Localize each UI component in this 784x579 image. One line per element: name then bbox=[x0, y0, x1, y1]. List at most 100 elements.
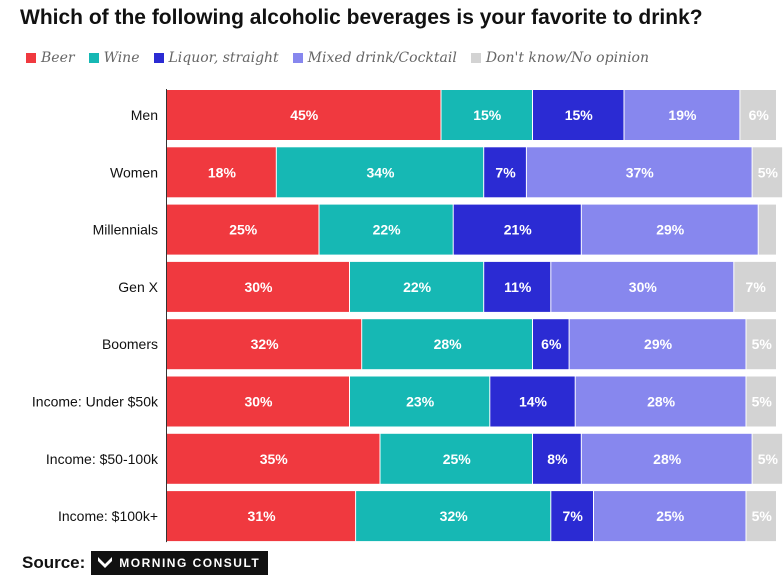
bar-segment bbox=[319, 204, 453, 255]
data-label: 11% bbox=[504, 279, 532, 295]
category-label: Income: $100k+ bbox=[58, 508, 158, 524]
data-label: 15% bbox=[565, 107, 594, 123]
data-label: 22% bbox=[403, 279, 432, 295]
bar-segment bbox=[740, 90, 776, 140]
bar-segment bbox=[551, 261, 734, 312]
data-label: 8% bbox=[547, 451, 568, 467]
data-label: 6% bbox=[749, 107, 770, 123]
bar-segment bbox=[551, 491, 593, 542]
bar-segment bbox=[533, 433, 581, 484]
data-label: 37% bbox=[626, 164, 655, 180]
bar-segment bbox=[362, 319, 532, 370]
data-label: 23% bbox=[406, 394, 435, 410]
data-label: 34% bbox=[366, 164, 395, 180]
legend-label-liquor: Liquor, straight bbox=[168, 50, 279, 66]
bar-segment bbox=[167, 204, 319, 255]
bar-segment bbox=[276, 147, 484, 198]
legend-item-liquor: Liquor, straight bbox=[153, 50, 279, 66]
bar-segment bbox=[356, 491, 551, 542]
legend: Beer Wine Liquor, straight Mixed drink/C… bbox=[26, 48, 663, 68]
data-label: 22% bbox=[373, 222, 402, 238]
bar-segment bbox=[441, 90, 532, 140]
logo-text: MORNING CONSULT bbox=[119, 556, 261, 570]
legend-item-wine: Wine bbox=[88, 50, 140, 66]
bar-segment bbox=[533, 319, 569, 370]
data-label: 5% bbox=[752, 394, 773, 410]
bar-segment bbox=[746, 376, 776, 427]
data-label: 18% bbox=[208, 164, 237, 180]
bar-segment bbox=[167, 261, 349, 312]
legend-item-dont-know: Don't know/No opinion bbox=[470, 50, 649, 66]
bar-segment bbox=[752, 433, 783, 484]
data-label: 29% bbox=[656, 222, 685, 238]
bar-segment bbox=[167, 433, 380, 484]
data-label: 6% bbox=[541, 336, 562, 352]
legend-swatch-beer bbox=[26, 53, 36, 63]
bar-segment bbox=[484, 261, 551, 312]
source-footer: Source: MORNING CONSULT bbox=[22, 550, 269, 576]
data-label: 5% bbox=[758, 451, 779, 467]
data-label: 14% bbox=[519, 394, 548, 410]
data-label: 7% bbox=[746, 279, 767, 295]
data-label: 15% bbox=[473, 107, 502, 123]
morning-consult-logo: MORNING CONSULT bbox=[91, 551, 269, 575]
data-label: 5% bbox=[758, 164, 779, 180]
bar-segment bbox=[624, 90, 740, 140]
data-label: 30% bbox=[244, 279, 273, 295]
bar-segment bbox=[167, 147, 276, 198]
bar-segment bbox=[484, 147, 526, 198]
bar-segment bbox=[758, 204, 776, 255]
data-label: 30% bbox=[244, 394, 273, 410]
category-label: Boomers bbox=[102, 336, 158, 352]
bar-segment bbox=[167, 90, 441, 140]
bar-segment bbox=[167, 319, 362, 370]
bar-segment bbox=[746, 319, 776, 370]
data-label: 28% bbox=[434, 336, 463, 352]
legend-item-beer: Beer bbox=[26, 50, 75, 66]
bar-segment bbox=[752, 147, 783, 198]
category-label: Women bbox=[110, 164, 158, 180]
data-label: 29% bbox=[644, 336, 673, 352]
legend-swatch-mixed-drink bbox=[292, 53, 303, 63]
category-label: Millennials bbox=[93, 222, 158, 238]
category-label: Income: Under $50k bbox=[32, 394, 159, 410]
data-label: 28% bbox=[653, 451, 682, 467]
legend-swatch-wine bbox=[88, 53, 99, 63]
bar-segment bbox=[350, 261, 484, 312]
bar-segment bbox=[575, 376, 746, 427]
bar-segment bbox=[526, 147, 752, 198]
data-label: 25% bbox=[656, 508, 685, 524]
bar-segment bbox=[581, 433, 752, 484]
chart-title: Which of the following alcoholic beverag… bbox=[20, 6, 703, 29]
data-label: 32% bbox=[440, 508, 469, 524]
legend-swatch-dont-know bbox=[470, 53, 481, 63]
data-label: 25% bbox=[443, 451, 472, 467]
legend-item-mixed-drink: Mixed drink/Cocktail bbox=[292, 50, 457, 66]
data-label: 7% bbox=[495, 164, 516, 180]
legend-label-beer: Beer bbox=[41, 50, 75, 66]
bar-segment bbox=[734, 261, 776, 312]
bar-segment bbox=[167, 376, 349, 427]
data-label: 32% bbox=[251, 336, 280, 352]
source-label: Source: bbox=[22, 553, 86, 572]
bar-segment bbox=[350, 376, 490, 427]
data-label: 19% bbox=[668, 107, 697, 123]
bar-segment bbox=[581, 204, 758, 255]
legend-swatch-liquor bbox=[153, 53, 164, 63]
data-label: 5% bbox=[752, 336, 773, 352]
category-label: Men bbox=[131, 107, 158, 123]
bar-segment bbox=[490, 376, 575, 427]
data-label: 30% bbox=[629, 279, 658, 295]
morning-consult-m-icon bbox=[98, 557, 113, 568]
legend-label-dont-know: Don't know/No opinion bbox=[485, 50, 649, 66]
data-label: 21% bbox=[504, 222, 533, 238]
bar-segment bbox=[453, 204, 581, 255]
legend-label-wine: Wine bbox=[103, 50, 140, 66]
bar-segment bbox=[569, 319, 746, 370]
bar-segment bbox=[167, 491, 356, 542]
bar-segment bbox=[533, 90, 624, 140]
data-label: 35% bbox=[260, 451, 289, 467]
bar-segment bbox=[594, 491, 746, 542]
data-label: 28% bbox=[647, 394, 676, 410]
